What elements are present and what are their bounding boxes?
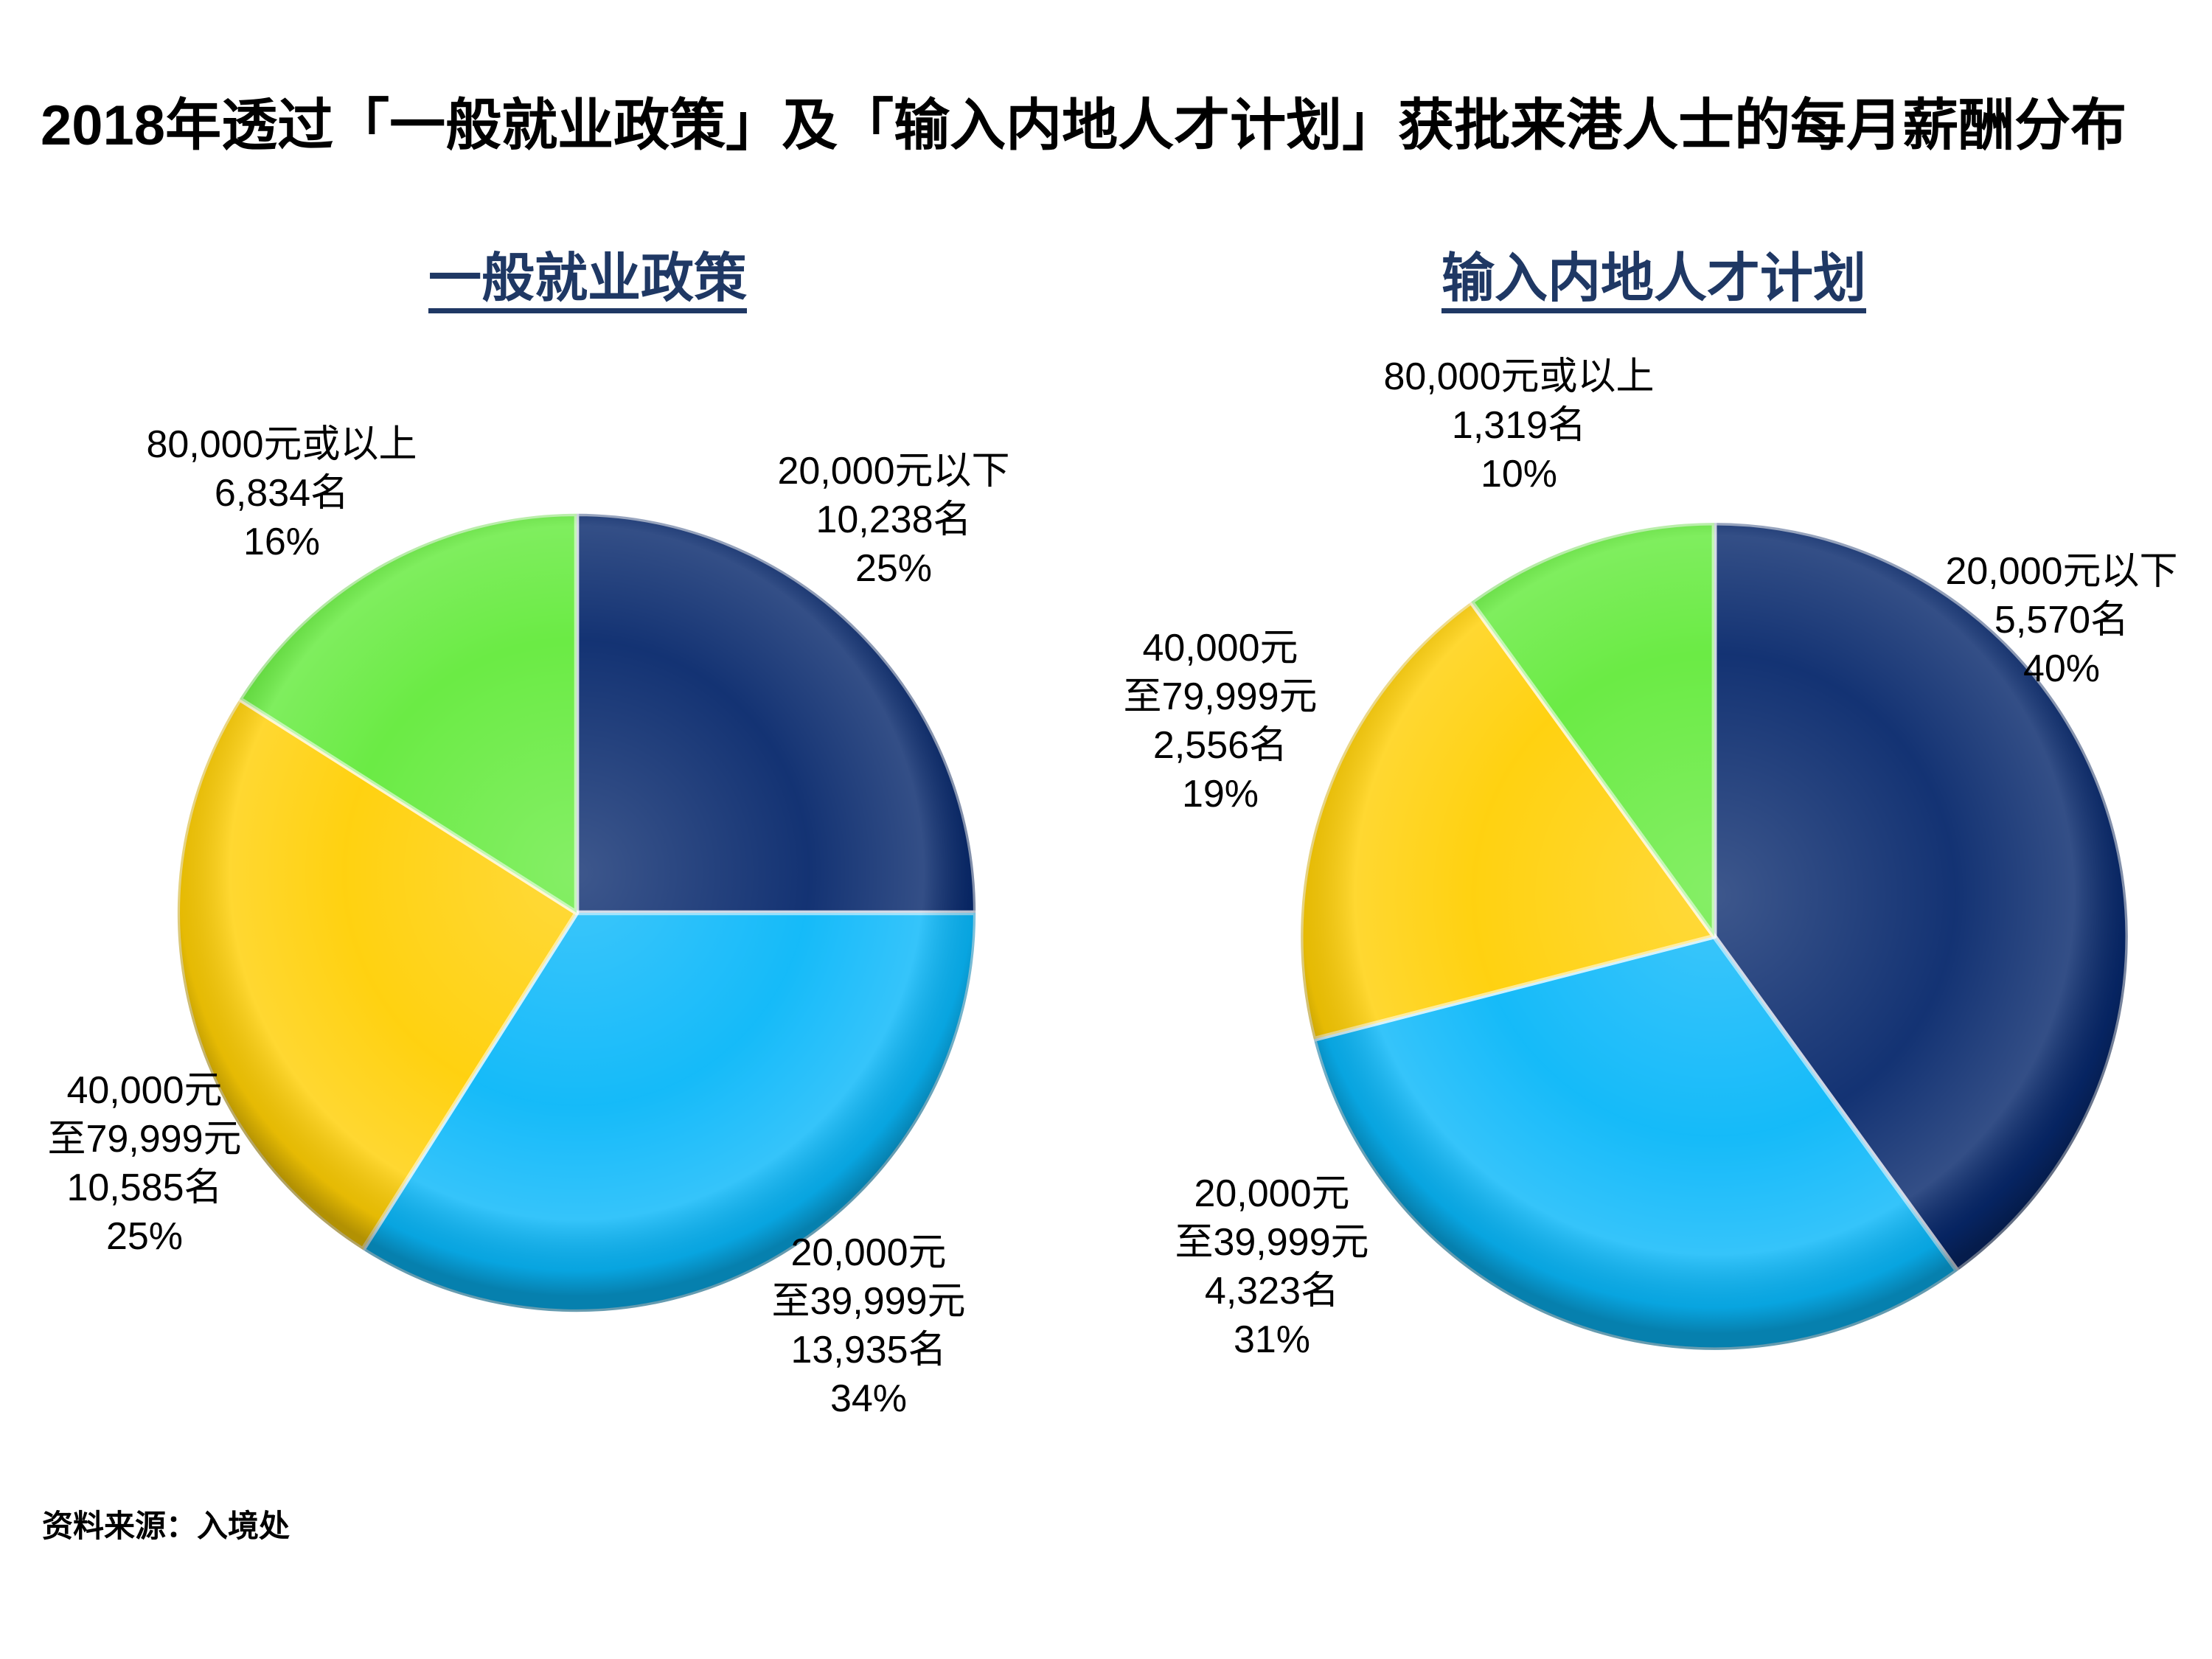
label-salary-range: 至79,999元 — [1123, 675, 1318, 718]
page-title: 2018年透过「一般就业政策」及「输入内地人才计划」获批来港人士的每月薪酬分布 — [41, 94, 2127, 157]
label-gep-80000-or-above: 80,000元或以上 6,834名 16% — [146, 420, 417, 566]
chart-title-general-employment-policy: 一般就业政策 — [428, 249, 748, 308]
source-note: 资料来源：入境处 — [42, 1509, 291, 1543]
label-percent: 16% — [243, 521, 321, 563]
label-count: 6,834名 — [214, 472, 349, 515]
label-mtp-20000-to-39999: 20,000元 至39,999元 4,323名 31% — [1175, 1169, 1368, 1364]
label-gep-under-20000: 20,000元以下 10,238名 25% — [777, 447, 1009, 593]
label-salary-range: 80,000元或以上 — [146, 423, 417, 466]
label-count: 2,556名 — [1152, 724, 1288, 767]
label-salary-range: 至39,999元 — [771, 1280, 966, 1323]
label-percent: 25% — [855, 547, 933, 590]
label-percent: 10% — [1480, 453, 1558, 495]
label-mtp-under-20000: 20,000元以下 5,570名 40% — [1945, 547, 2177, 693]
chart-title-mainland-talents-scheme: 输入内地人才计划 — [1441, 249, 1867, 308]
label-percent: 34% — [830, 1377, 908, 1420]
label-gep-40000-to-79999: 40,000元 至79,999元 10,585名 25% — [47, 1066, 241, 1261]
label-percent: 40% — [2023, 647, 2101, 690]
pie-chart-general-employment-policy — [175, 511, 978, 1315]
label-count: 4,323名 — [1204, 1270, 1340, 1312]
label-salary-range: 40,000元 — [1142, 627, 1298, 669]
label-mtp-40000-to-79999: 40,000元 至79,999元 2,556名 19% — [1123, 624, 1317, 818]
label-count: 5,570名 — [1994, 599, 2129, 641]
label-salary-range: 至39,999元 — [1175, 1221, 1369, 1264]
label-count: 13,935名 — [790, 1329, 947, 1371]
label-mtp-80000-or-above: 80,000元或以上 1,319名 10% — [1383, 352, 1654, 498]
label-count: 10,585名 — [66, 1166, 223, 1209]
label-count: 1,319名 — [1451, 404, 1587, 447]
label-salary-range: 20,000元 — [1194, 1172, 1350, 1215]
label-gep-20000-to-39999: 20,000元 至39,999元 13,935名 34% — [771, 1228, 965, 1423]
label-salary-range: 20,000元以下 — [1945, 550, 2178, 593]
label-count: 10,238名 — [815, 498, 972, 541]
label-percent: 19% — [1181, 773, 1259, 815]
label-salary-range: 20,000元 — [790, 1231, 947, 1274]
label-salary-range: 40,000元 — [66, 1069, 223, 1112]
label-percent: 25% — [105, 1215, 184, 1258]
label-percent: 31% — [1233, 1318, 1311, 1361]
label-salary-range: 至79,999元 — [47, 1118, 242, 1161]
label-salary-range: 20,000元以下 — [777, 450, 1010, 493]
label-salary-range: 80,000元或以上 — [1383, 355, 1655, 398]
